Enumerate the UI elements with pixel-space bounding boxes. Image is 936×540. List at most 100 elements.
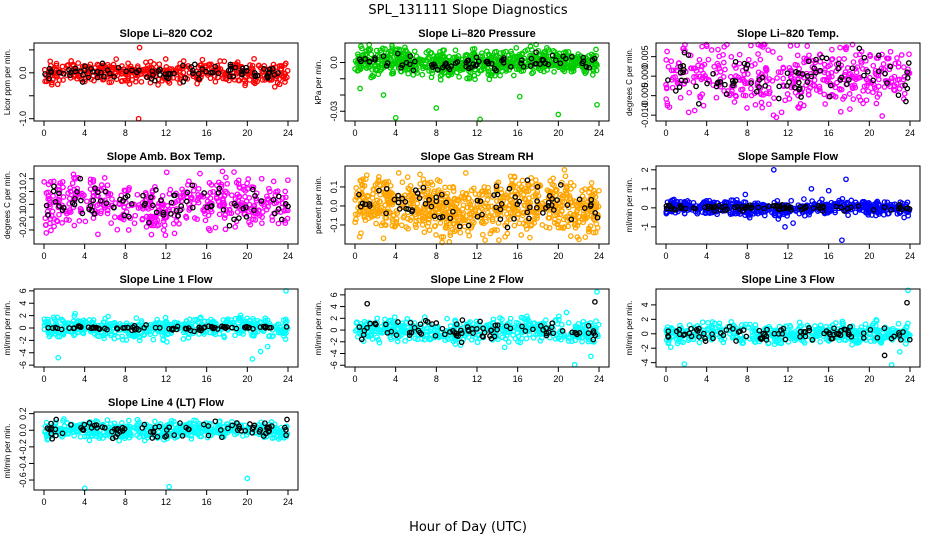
data-point xyxy=(514,54,521,61)
data-point xyxy=(111,74,118,80)
data-point xyxy=(234,209,241,215)
data-point xyxy=(68,58,75,64)
y-tick-label: -1.0 xyxy=(18,111,28,127)
data-point xyxy=(197,170,203,177)
data-point xyxy=(110,61,117,68)
data-point xyxy=(232,224,239,230)
data-point xyxy=(179,62,186,69)
data-point xyxy=(284,74,290,81)
outlier-point xyxy=(770,166,777,173)
data-point xyxy=(133,315,140,321)
data-point xyxy=(437,76,444,83)
data-point xyxy=(108,79,115,85)
data-point xyxy=(570,68,577,74)
x-tick-label: 8 xyxy=(745,128,750,138)
panel-ylabel: kPa per min. xyxy=(314,60,323,105)
data-point xyxy=(685,109,692,116)
data-point xyxy=(794,42,800,49)
data-point xyxy=(49,208,56,215)
data-point xyxy=(108,220,115,226)
data-point xyxy=(690,79,697,85)
data-point xyxy=(593,318,599,324)
outlier-point xyxy=(839,237,845,244)
data-point xyxy=(442,184,448,191)
data-point xyxy=(395,170,402,176)
y-tick-label: 2 xyxy=(640,167,650,172)
data-point xyxy=(99,60,106,67)
data-point xyxy=(404,174,411,180)
data-point xyxy=(48,227,54,234)
panel-title: Slope Sample Flow xyxy=(738,151,839,163)
data-point xyxy=(157,72,163,78)
y-tick-label: 0.0 xyxy=(18,67,28,80)
figure-title: SPL_131111 Slope Diagnostics xyxy=(368,3,567,18)
data-point xyxy=(48,69,54,76)
data-point xyxy=(69,180,76,187)
data-point xyxy=(142,66,148,73)
data-point xyxy=(562,173,569,180)
panel: Slope Li–820 Temp.degrees C per min.0 4 8 1… xyxy=(625,28,921,138)
data-point xyxy=(150,336,157,343)
data-point xyxy=(846,91,853,97)
data-point xyxy=(133,74,139,81)
data-point xyxy=(124,78,131,84)
data-point xyxy=(847,106,853,112)
x-tick-label: 0 xyxy=(352,251,357,261)
y-tick-label: -0.1 xyxy=(329,217,339,233)
data-point xyxy=(85,74,92,81)
data-point xyxy=(98,69,104,76)
data-point xyxy=(419,71,426,78)
data-point xyxy=(195,185,202,192)
data-point xyxy=(189,204,196,211)
y-tick-label: 1 xyxy=(640,186,650,191)
data-point xyxy=(593,46,599,53)
data-point xyxy=(109,196,115,202)
data-point xyxy=(713,94,720,101)
data-point xyxy=(101,335,107,342)
data-point xyxy=(775,69,782,75)
data-point xyxy=(780,75,787,82)
x-tick-label: 20 xyxy=(242,128,252,138)
data-point xyxy=(464,75,470,82)
data-point xyxy=(589,72,596,78)
data-point xyxy=(143,224,150,230)
data-point xyxy=(59,220,65,226)
data-point xyxy=(162,56,169,62)
data-point xyxy=(539,222,546,228)
data-point xyxy=(86,71,93,78)
x-tick-label: 8 xyxy=(745,251,750,261)
data-point xyxy=(437,220,444,226)
data-point xyxy=(437,52,444,58)
data-point xyxy=(115,64,122,71)
data-point xyxy=(199,66,206,72)
data-point xyxy=(486,76,493,83)
outlier-point xyxy=(790,220,796,226)
data-point xyxy=(496,237,502,244)
x-tick-label: 16 xyxy=(202,374,212,384)
data-point xyxy=(167,71,174,77)
data-point xyxy=(259,220,265,227)
data-point xyxy=(850,59,857,65)
panel-title: Slope Li–820 Temp. xyxy=(737,28,839,40)
data-point xyxy=(206,61,213,68)
data-point xyxy=(720,59,727,66)
outlier-point xyxy=(594,101,600,108)
scatter-points xyxy=(41,288,291,362)
data-point xyxy=(157,66,163,73)
y-tick-label: 0.0 xyxy=(18,198,28,211)
x-tick-label: 0 xyxy=(663,128,668,138)
panel: Slope Amb. Box Temp.degrees C per min.0 4… xyxy=(3,151,299,261)
data-point xyxy=(353,185,360,191)
data-point xyxy=(664,48,670,55)
data-point xyxy=(76,218,83,224)
data-point xyxy=(856,45,863,52)
data-point xyxy=(479,231,486,238)
data-point xyxy=(41,66,48,73)
data-point xyxy=(564,61,570,68)
data-point xyxy=(870,62,877,69)
x-tick-label: 0 xyxy=(663,251,668,261)
x-tick-label: 8 xyxy=(123,128,128,138)
data-point xyxy=(583,54,589,61)
data-point xyxy=(528,55,535,62)
data-point xyxy=(243,67,250,74)
